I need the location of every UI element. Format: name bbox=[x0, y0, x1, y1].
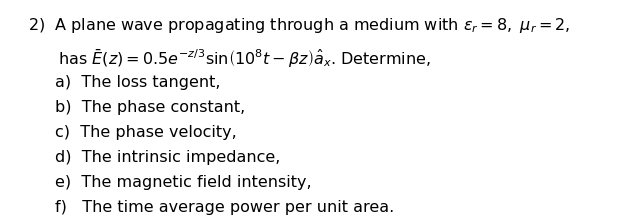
Text: c)  The phase velocity,: c) The phase velocity, bbox=[55, 125, 237, 140]
Text: d)  The intrinsic impedance,: d) The intrinsic impedance, bbox=[55, 150, 281, 165]
Text: has $\bar{E}(z) = 0.5e^{-z/3}\sin\!\left(10^8 t - \beta z\right)\hat{a}_x$. Dete: has $\bar{E}(z) = 0.5e^{-z/3}\sin\!\left… bbox=[28, 48, 431, 70]
Text: b)  The phase constant,: b) The phase constant, bbox=[55, 100, 245, 115]
Text: e)  The magnetic field intensity,: e) The magnetic field intensity, bbox=[55, 175, 312, 190]
Text: 2)  A plane wave propagating through a medium with $\varepsilon_r = 8,\ \mu_r = : 2) A plane wave propagating through a me… bbox=[28, 16, 571, 35]
Text: a)  The loss tangent,: a) The loss tangent, bbox=[55, 75, 221, 90]
Text: f)   The time average power per unit area.: f) The time average power per unit area. bbox=[55, 200, 394, 215]
